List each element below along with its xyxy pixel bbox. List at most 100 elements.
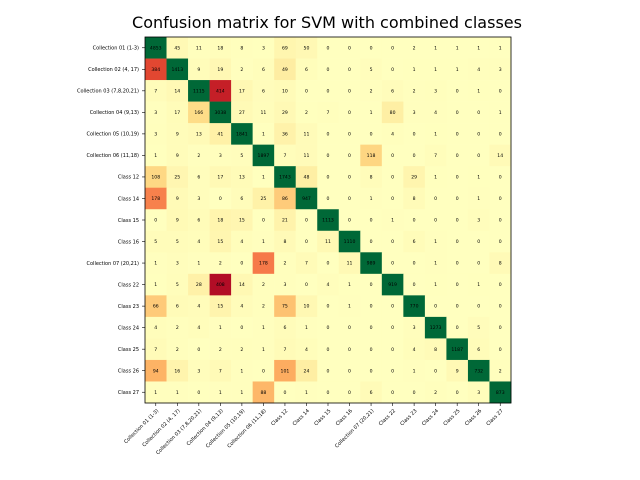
cell-value-label: 8 [434,347,437,353]
cell-value-label: 80 [390,110,396,116]
cell-value-label: 7 [154,88,157,94]
cell-value-label: 3 [197,368,200,374]
cell-value-label: 15 [217,304,223,310]
heatmap-cell [231,252,253,275]
heatmap-cell [295,381,318,404]
cell-value-label: 5 [477,325,480,331]
cell-value-label: 0 [219,196,222,202]
cell-value-label: 3 [262,45,265,51]
cell-value-label: 0 [348,347,351,353]
cell-value-label: 7 [305,261,308,267]
cell-value-label: 1187 [451,347,463,353]
y-tick-label: Class 26 [118,369,139,375]
cell-value-label: 3 [477,390,480,396]
cell-value-label: 0 [499,218,502,224]
x-tick-label: Collection 06 (11,18) [226,408,267,449]
heatmap-cell [360,316,383,339]
cell-value-label: 6 [176,304,179,310]
heatmap-cell [274,381,297,404]
cell-value-label: 0 [456,175,459,181]
cell-value-label: 1413 [171,67,183,73]
heatmap-cell [166,230,189,253]
heatmap-cell [274,80,297,102]
cell-value-label: 1 [262,131,265,137]
heatmap-cell [209,295,232,318]
heatmap-cell [467,101,490,124]
heatmap-cell [274,144,297,167]
cell-value-label: 0 [456,304,459,310]
heatmap-cell [317,166,340,189]
heatmap-cell [145,230,167,253]
heatmap-cell [446,230,469,253]
cell-value-label: 10 [304,304,310,310]
heatmap-cell [467,295,490,318]
plot-frame [144,36,512,404]
cell-value-label: 0 [262,218,265,224]
heatmap-cell [467,123,490,145]
heatmap-cell [360,338,383,361]
heatmap-cell [317,230,340,253]
cell-value-label: 7 [327,110,330,116]
heatmap-cell [295,338,318,361]
cell-value-label: 2 [240,347,243,353]
heatmap-cell [166,80,189,102]
cell-value-label: 6 [391,88,394,94]
cell-value-label: 0 [240,325,243,331]
heatmap-cell [145,37,167,59]
heatmap-cell [188,316,210,339]
cell-value-label: 108 [151,175,160,181]
cell-value-label: 3038 [215,110,227,116]
cell-value-label: 408 [216,282,225,288]
heatmap-cell [381,252,404,275]
cell-value-label: 0 [456,239,459,245]
heatmap-cell [188,166,210,189]
cell-value-label: 5 [176,282,179,288]
heatmap-cell [317,80,340,102]
heatmap-cell [145,381,167,404]
x-tick-label: Collection 04 (9,13) [186,408,225,447]
cell-value-label: 1 [219,390,222,396]
heatmap-cell [274,187,297,210]
heatmap-cell [166,338,189,361]
cell-value-label: 1 [499,110,502,116]
heatmap-cell [295,209,318,232]
heatmap-cell [166,359,189,382]
y-tick-label: Collection 02 (4, 17) [88,67,139,73]
heatmap-cell [424,123,447,145]
heatmap-cell [446,123,469,145]
cell-value-label: 0 [456,131,459,137]
heatmap-cell [338,338,361,361]
cell-value-label: 11 [260,110,266,116]
cell-value-label: 0 [327,368,330,374]
heatmap-cell [295,123,318,145]
cell-value-label: 0 [370,304,373,310]
cell-value-label: 1 [477,282,480,288]
heatmap-cell [209,37,232,59]
heatmap-cell [295,80,318,102]
heatmap-cell [231,166,253,189]
cell-value-label: 0 [370,218,373,224]
heatmap-cell [403,381,426,404]
cell-value-label: 4 [154,325,157,331]
x-tick-label: Class 16 [335,408,354,427]
cell-value-label: 1 [413,67,416,73]
heatmap-cell [188,101,210,124]
heatmap-cell [338,381,361,404]
heatmap-cell [231,101,253,124]
heatmap-cell [295,316,318,339]
cell-value-label: 0 [413,218,416,224]
heatmap-cell [338,37,361,59]
heatmap-cell [295,187,318,210]
cell-value-label: 2 [219,347,222,353]
x-tick-label: Class 25 [442,408,461,427]
cell-value-label: 947 [302,196,311,202]
cell-value-label: 4 [197,325,200,331]
heatmap-cell [360,273,383,296]
cell-value-label: 0 [370,131,373,137]
heatmap-cell [446,252,469,275]
heatmap-cell [166,273,189,296]
cell-value-label: 0 [327,131,330,137]
heatmap-cell [145,295,167,318]
heatmap-cell [446,58,469,81]
cell-value-label: 11 [347,261,353,267]
